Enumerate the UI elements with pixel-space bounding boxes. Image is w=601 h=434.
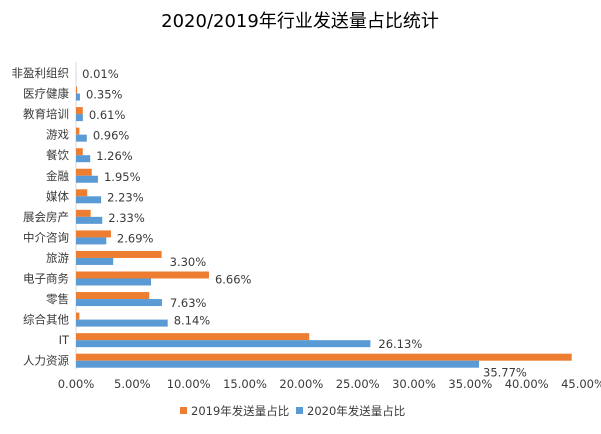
category-label: 旅游 — [46, 251, 69, 265]
category-label: 金融 — [46, 169, 69, 183]
legend-swatch-2019 — [180, 407, 187, 414]
data-label-2020: 2.33% — [108, 211, 145, 225]
bar-2020 — [76, 93, 80, 101]
data-label-2020: 6.66% — [215, 273, 252, 287]
legend-label-2019: 2019年发送量占比 — [191, 404, 289, 418]
bar-2019 — [76, 292, 150, 300]
category-label: IT — [59, 333, 70, 347]
bar-2019 — [76, 86, 78, 94]
bar-2019 — [76, 312, 80, 320]
chart-title: 2020/2019年行业发送量占比统计 — [161, 11, 439, 32]
x-tick-label: 30.00% — [392, 377, 436, 391]
bar-2020 — [76, 175, 98, 183]
data-label-2020: 1.26% — [96, 149, 133, 163]
category-label: 中介咨询 — [23, 230, 69, 244]
data-label-2020: 1.95% — [104, 170, 141, 184]
bar-2020 — [76, 299, 162, 307]
bar-2019 — [76, 230, 111, 238]
x-tick-label: 5.00% — [114, 377, 151, 391]
data-label-2020: 8.14% — [174, 314, 211, 328]
data-label-2020: 0.61% — [89, 108, 126, 122]
data-label-2020: 3.30% — [170, 255, 207, 269]
x-tick-label: 10.00% — [167, 377, 211, 391]
data-label-2020: 0.35% — [86, 88, 123, 102]
category-label: 媒体 — [46, 189, 69, 203]
bar-2019 — [76, 168, 92, 176]
x-tick-label: 40.00% — [505, 377, 549, 391]
bar-2020 — [76, 155, 91, 163]
bar-2020 — [76, 360, 480, 368]
category-label: 综合其他 — [23, 313, 69, 327]
bar-2020 — [76, 257, 114, 265]
data-label-2020: 7.63% — [170, 296, 207, 310]
x-tick-label: 25.00% — [336, 377, 380, 391]
bar-2019 — [76, 353, 572, 361]
bar-2019 — [76, 107, 83, 115]
bar-2020 — [76, 196, 102, 204]
x-tick-label: 0.00% — [58, 377, 95, 391]
category-label: 人力资源 — [23, 354, 69, 368]
category-label: 电子商务 — [23, 272, 69, 286]
data-label-2020: 0.96% — [93, 129, 130, 143]
category-label: 展会房产 — [23, 210, 69, 224]
legend-label-2020: 2020年发送量占比 — [307, 404, 405, 418]
legend-swatch-2020 — [296, 407, 303, 414]
bar-2019 — [76, 271, 209, 279]
category-label: 零售 — [46, 292, 69, 306]
bar-2019 — [76, 127, 80, 135]
bar-2020 — [76, 216, 103, 224]
data-label-2020: 2.69% — [117, 231, 154, 245]
bar-2020 — [76, 134, 87, 142]
bar-2019 — [76, 250, 162, 258]
x-tick-label: 35.00% — [448, 377, 492, 391]
bar-2019 — [76, 189, 88, 197]
data-label-2020: 35.77% — [483, 366, 527, 380]
category-label: 游戏 — [46, 128, 69, 142]
bar-2020 — [76, 114, 83, 122]
category-label: 非盈利组织 — [12, 66, 70, 80]
bar-2020 — [76, 237, 107, 245]
x-tick-label: 15.00% — [223, 377, 267, 391]
bar-2020 — [76, 319, 168, 327]
bar-2020 — [76, 340, 371, 348]
category-label: 医疗健康 — [23, 87, 69, 101]
data-label-2020: 2.23% — [107, 190, 144, 204]
category-label: 餐饮 — [46, 148, 69, 162]
x-tick-label: 20.00% — [279, 377, 323, 391]
data-label-2020: 26.13% — [378, 337, 422, 351]
x-tick-label: 45.00% — [561, 377, 601, 391]
bar-2020 — [76, 278, 152, 286]
category-label: 教育培训 — [23, 107, 69, 121]
bar-2019 — [76, 333, 310, 341]
bar-2019 — [76, 148, 83, 156]
data-label-2020: 0.01% — [82, 67, 119, 81]
bar-2019 — [76, 209, 91, 217]
